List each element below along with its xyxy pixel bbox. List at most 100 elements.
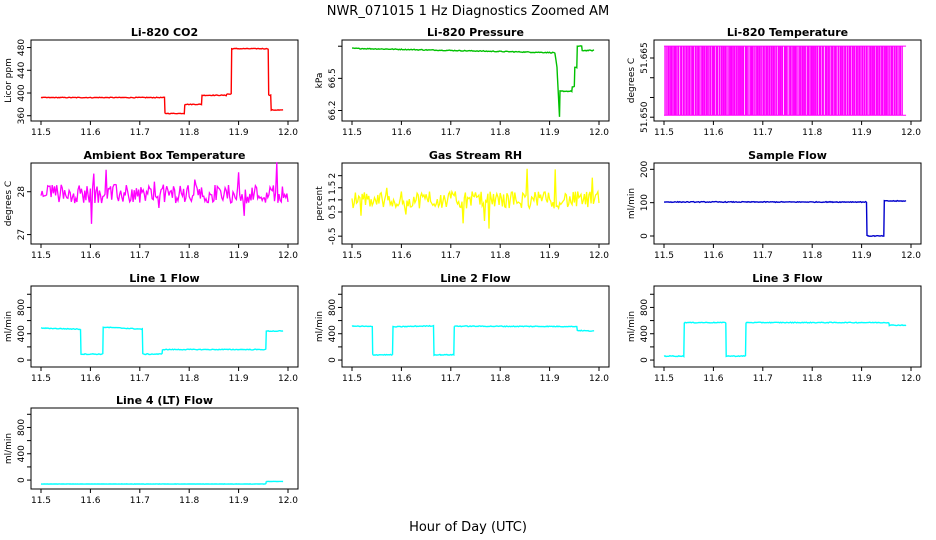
series-line bbox=[40, 47, 284, 115]
y-tick-label: 0 bbox=[17, 357, 27, 363]
x-tick-label: 12.0 bbox=[278, 128, 298, 138]
x-tick-label: 11.5 bbox=[654, 374, 674, 384]
x-tick-label: 11.7 bbox=[441, 374, 461, 384]
panel-3: Ambient Box Temperature degrees C 11.5 11.6… bbox=[4, 149, 299, 261]
x-tick-label: 12.0 bbox=[901, 128, 921, 138]
y-tick-label: 27 bbox=[17, 229, 27, 240]
x-tick-label: 11.8 bbox=[802, 251, 822, 261]
panel-7: Line 2 Flow ml/min 11.5 11.6 11.7 11.8 11.9 12.… bbox=[315, 272, 610, 384]
panel-title: Line 2 Flow bbox=[440, 272, 510, 285]
plot-frame bbox=[653, 39, 922, 122]
panel-title: Ambient Box Temperature bbox=[84, 149, 246, 162]
y-tick-label: 400 bbox=[17, 445, 27, 462]
x-tick-label: 12.0 bbox=[278, 496, 298, 506]
y-tick-label: 0 bbox=[640, 233, 650, 239]
x-tick-label: 11.8 bbox=[490, 374, 510, 384]
x-tick-label: 12.0 bbox=[589, 251, 609, 261]
panel-8: Line 3 Flow ml/min 11.5 11.6 11.7 11.8 11.9 12.… bbox=[627, 272, 922, 384]
x-tick-label: 11.6 bbox=[80, 128, 100, 138]
y-tick-label: 200 bbox=[640, 160, 650, 177]
y-axis-label: ml/min bbox=[4, 311, 14, 342]
y-tick-label: 0 bbox=[328, 357, 338, 363]
panel-title: Gas Stream RH bbox=[429, 149, 522, 162]
x-tick-label: 11.9 bbox=[852, 251, 872, 261]
x-tick-label: 11.6 bbox=[703, 128, 723, 138]
series-line bbox=[351, 168, 600, 229]
y-tick-label: 400 bbox=[640, 325, 650, 342]
x-tick-label: 11.7 bbox=[753, 374, 773, 384]
x-tick-label: 12.0 bbox=[901, 374, 921, 384]
x-tick-label: 12.0 bbox=[901, 251, 921, 261]
y-tick-label: 66.5 bbox=[328, 68, 338, 88]
series-line bbox=[40, 326, 284, 356]
x-tick-label: 12.0 bbox=[589, 374, 609, 384]
x-tick-label: 11.5 bbox=[654, 251, 674, 261]
y-tick-label: 800 bbox=[17, 419, 27, 436]
x-tick-label: 12.0 bbox=[278, 251, 298, 261]
y-tick-label: -0.5 bbox=[328, 227, 338, 245]
x-tick-label: 11.6 bbox=[703, 374, 723, 384]
panel-title: Li-820 Pressure bbox=[427, 26, 524, 39]
x-tick-label: 11.7 bbox=[130, 374, 150, 384]
y-tick-label: 0.5 bbox=[328, 205, 338, 219]
x-tick-label: 11.5 bbox=[342, 128, 362, 138]
y-tick-label: 440 bbox=[17, 61, 27, 78]
x-tick-label: 11.9 bbox=[229, 496, 249, 506]
x-tick-label: 11.7 bbox=[130, 496, 150, 506]
plot-frame bbox=[30, 162, 299, 245]
y-tick-label: 51.650 bbox=[640, 101, 650, 133]
panel-2: Li-820 Temperature degrees C 11.5 11.6 11.7 1… bbox=[627, 26, 922, 138]
series-line bbox=[40, 162, 289, 224]
y-axis-label: percent bbox=[315, 186, 325, 221]
plot-frame bbox=[30, 407, 299, 490]
x-tick-label: 11.7 bbox=[441, 128, 461, 138]
x-tick-label: 11.7 bbox=[753, 128, 773, 138]
panel-title: Line 1 Flow bbox=[129, 272, 199, 285]
x-tick-label: 11.8 bbox=[179, 496, 199, 506]
x-tick-label: 11.8 bbox=[802, 128, 822, 138]
panel-6: Line 1 Flow ml/min 11.5 11.6 11.7 11.8 11.9 12.… bbox=[4, 272, 299, 384]
x-tick-label: 11.8 bbox=[490, 128, 510, 138]
x-tick-label: 11.7 bbox=[441, 251, 461, 261]
x-tick-label: 11.7 bbox=[130, 128, 150, 138]
y-axis-label: ml/min bbox=[4, 433, 14, 464]
panel-5: Sample Flow ml/min 11.5 11.6 11.7 11.8 11.9 12.… bbox=[627, 149, 922, 261]
figure-xlabel: Hour of Day (UTC) bbox=[409, 520, 527, 535]
series-line bbox=[664, 199, 907, 238]
x-tick-label: 11.9 bbox=[229, 374, 249, 384]
x-tick-label: 11.8 bbox=[802, 374, 822, 384]
y-tick-label: 800 bbox=[640, 299, 650, 316]
y-tick-label: 0 bbox=[640, 357, 650, 363]
y-axis-label: degrees C bbox=[4, 181, 14, 226]
x-tick-label: 11.5 bbox=[31, 128, 51, 138]
panel-title: Line 3 Flow bbox=[752, 272, 822, 285]
x-tick-label: 11.6 bbox=[80, 496, 100, 506]
x-tick-label: 11.9 bbox=[852, 374, 872, 384]
y-tick-label: 0 bbox=[17, 477, 27, 483]
plot-frame bbox=[341, 285, 610, 368]
x-tick-label: 11.5 bbox=[342, 374, 362, 384]
panel-title: Line 4 (LT) Flow bbox=[116, 394, 213, 407]
x-tick-label: 11.8 bbox=[179, 374, 199, 384]
y-tick-label: 480 bbox=[17, 39, 27, 56]
x-tick-label: 11.9 bbox=[540, 128, 560, 138]
figure-title: NWR_071015 1 Hz Diagnostics Zoomed AM bbox=[327, 4, 610, 19]
x-tick-label: 11.7 bbox=[753, 251, 773, 261]
x-tick-label: 11.6 bbox=[391, 128, 411, 138]
panel-title: Li-820 Temperature bbox=[727, 26, 848, 39]
x-tick-label: 11.8 bbox=[179, 251, 199, 261]
y-tick-label: 2 bbox=[328, 173, 338, 179]
y-tick-label: 400 bbox=[17, 84, 27, 101]
y-tick-label: 28 bbox=[17, 186, 27, 198]
series-line bbox=[351, 324, 595, 357]
panel-1: Li-820 Pressure kPa 11.5 11.6 11.7 11.8 11.9 12… bbox=[315, 26, 610, 138]
panel-title: Li-820 CO2 bbox=[131, 26, 198, 39]
y-axis-label: degrees C bbox=[627, 58, 637, 103]
y-tick-label: 360 bbox=[17, 107, 27, 124]
plot-frame bbox=[653, 285, 922, 368]
plot-frame bbox=[30, 39, 299, 122]
x-tick-label: 11.6 bbox=[703, 251, 723, 261]
y-axis-label: ml/min bbox=[315, 311, 325, 342]
